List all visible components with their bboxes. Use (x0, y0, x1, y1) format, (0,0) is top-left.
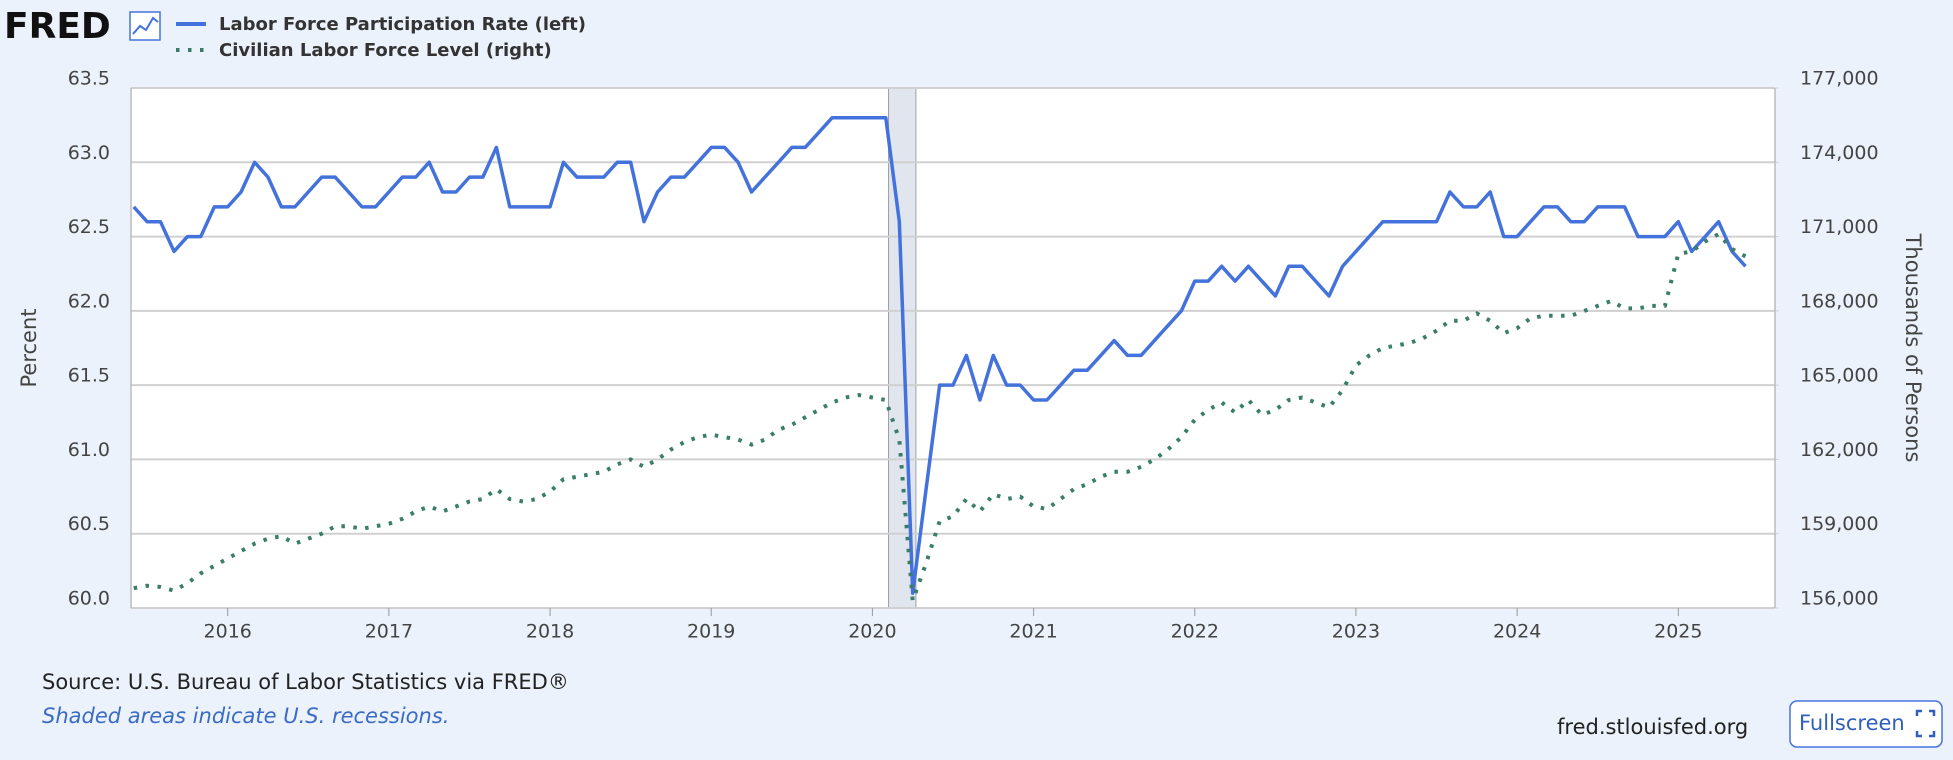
y-tick-label: 60.5 (68, 513, 110, 535)
y2-axis-title: Thousands of Persons (1901, 233, 1925, 463)
x-tick-label: 2019 (687, 621, 735, 643)
series-line (133, 232, 1747, 603)
source-url[interactable]: fred.stlouisfed.org (1557, 715, 1748, 739)
y2-tick-label: 168,000 (1800, 290, 1879, 312)
y-tick-label: 61.5 (68, 365, 110, 387)
y2-tick-label: 165,000 (1800, 365, 1879, 387)
x-tick-label: 2021 (1009, 621, 1057, 643)
y2-tick-label: 159,000 (1800, 513, 1879, 535)
x-tick-label: 2022 (1171, 621, 1219, 643)
y2-tick-label: 177,000 (1800, 68, 1879, 90)
recession-note: Shaded areas indicate U.S. recessions. (42, 704, 449, 728)
series-line (132, 115, 1747, 595)
source: Source: U.S. Bureau of Labor Statistics … (42, 670, 569, 694)
x-tick-label: 2023 (1332, 621, 1380, 643)
legend-label: Labor Force Participation Rate (left) (219, 14, 586, 35)
y2-tick-label: 174,000 (1800, 142, 1879, 164)
x-tick-label: 2017 (365, 621, 413, 643)
button-icon[interactable] (1915, 709, 1936, 738)
button-frame[interactable] (1789, 700, 1943, 748)
x-tick-label: 2020 (848, 621, 896, 643)
y2-tick-label: 171,000 (1800, 216, 1879, 238)
fullscreen-button[interactable]: Fullscreen (1789, 700, 1943, 748)
y-tick-label: 63.0 (68, 142, 110, 164)
y2-tick-label: 162,000 (1800, 439, 1879, 461)
y2-tick-label: 156,000 (1800, 588, 1879, 610)
x-tick-label: 2018 (526, 621, 574, 643)
logo-icon (129, 11, 161, 41)
x-tick-label: 2025 (1654, 621, 1702, 643)
y-tick-label: 61.0 (68, 439, 110, 461)
button-label[interactable]: Fullscreen (1799, 711, 1905, 735)
y-tick-label: 60.0 (68, 588, 110, 610)
plot-area (131, 88, 1775, 608)
y-tick-label: 62.5 (68, 216, 110, 238)
x-tick-label: 2024 (1493, 621, 1541, 643)
y-axis-title: Percent (17, 308, 41, 387)
legend-label: Civilian Labor Force Level (right) (219, 40, 552, 61)
x-tick-label: 2016 (204, 621, 252, 643)
y-tick-label: 62.0 (68, 290, 110, 312)
y-tick-label: 63.5 (68, 68, 110, 90)
logo: FRED (4, 6, 111, 47)
